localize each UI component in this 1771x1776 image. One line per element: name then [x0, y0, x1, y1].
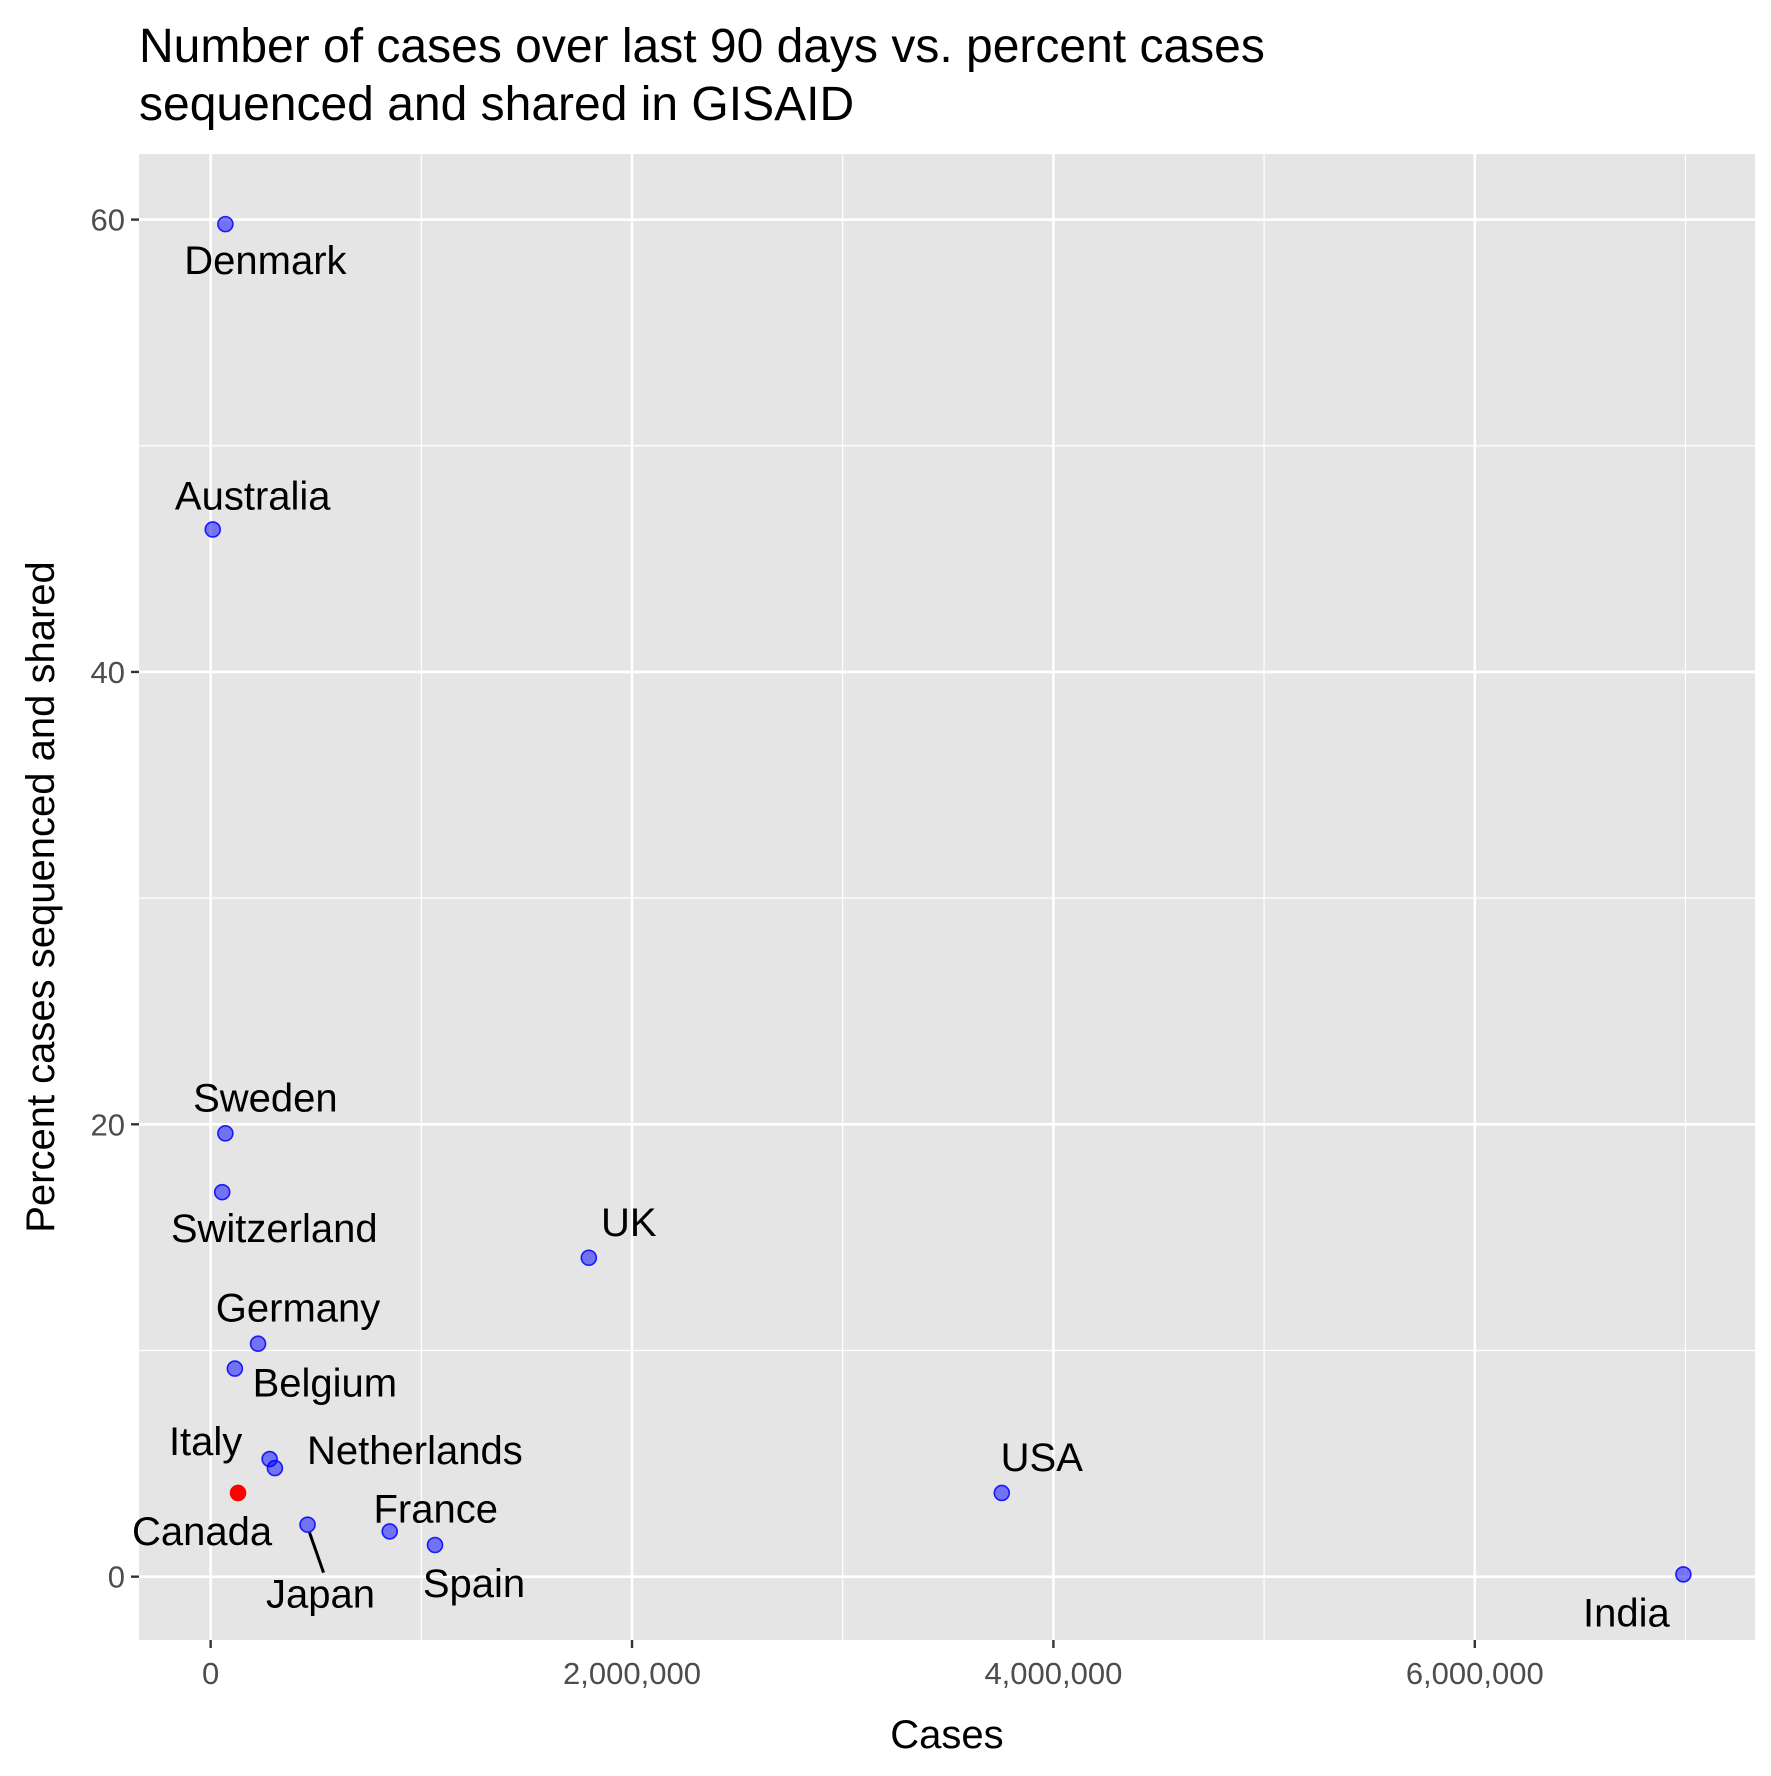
data-point-sweden: [217, 1125, 234, 1142]
label-leader-lines: [308, 1532, 325, 1574]
data-point-canada: [229, 1484, 247, 1502]
x-axis: 0 2,000,000 4,000,000 6,000,000: [202, 1640, 1544, 1691]
data-point-belgium: [226, 1360, 244, 1377]
point-label-uk: UK: [601, 1201, 657, 1245]
data-points: [204, 215, 1692, 1583]
point-label-australia: Australia: [175, 474, 331, 518]
point-label-usa: USA: [1001, 1436, 1084, 1480]
point-label-italy: Italy: [169, 1420, 242, 1464]
point-label-canada: Canada: [132, 1510, 273, 1554]
leader-line-japan: [308, 1532, 325, 1574]
y-tick-label: 40: [91, 655, 125, 690]
point-label-netherlands: Netherlands: [307, 1429, 523, 1473]
y-tick-label: 0: [108, 1560, 125, 1595]
data-point-australia: [204, 521, 222, 538]
data-point-japan: [299, 1516, 316, 1533]
data-point-usa: [993, 1484, 1011, 1502]
chart-title-line-1: Number of cases over last 90 days vs. pe…: [139, 20, 1265, 73]
point-label-japan: Japan: [266, 1573, 375, 1617]
point-labels: Denmark Australia Sweden Switzerland UK Germa…: [132, 239, 1671, 1635]
y-axis-title: Percent cases sequenced and shared: [19, 561, 63, 1233]
point-label-denmark: Denmark: [184, 239, 347, 283]
grid-major: [139, 154, 1755, 1640]
data-point-india: [1675, 1566, 1692, 1583]
point-label-switzerland: Switzerland: [171, 1207, 378, 1251]
data-point-denmark: [217, 215, 234, 233]
grid-minor: [139, 154, 1755, 1640]
x-tick-label: 0: [202, 1656, 219, 1691]
data-point-switzerland: [213, 1183, 231, 1201]
y-tick-label: 60: [91, 203, 125, 238]
plot-panel: [139, 154, 1755, 1640]
point-label-belgium: Belgium: [253, 1362, 398, 1406]
data-point-netherlands: [266, 1459, 284, 1477]
point-label-sweden: Sweden: [193, 1076, 338, 1120]
data-point-france: [381, 1523, 399, 1540]
data-point-germany: [249, 1335, 267, 1353]
data-point-spain: [426, 1536, 444, 1554]
point-label-spain: Spain: [423, 1562, 525, 1606]
point-label-india: India: [1583, 1591, 1670, 1635]
x-axis-title: Cases: [890, 1713, 1003, 1757]
data-point-uk: [580, 1249, 598, 1267]
y-tick-label: 20: [91, 1107, 125, 1142]
x-tick-label: 4,000,000: [984, 1656, 1122, 1691]
chart-title-line-2: sequenced and shared in GISAID: [139, 78, 854, 131]
point-label-france: France: [373, 1487, 498, 1531]
point-label-germany: Germany: [216, 1287, 381, 1331]
x-tick-label: 2,000,000: [563, 1656, 701, 1691]
x-tick-label: 6,000,000: [1406, 1656, 1544, 1691]
y-axis: 0 20 40 60: [91, 203, 139, 1595]
